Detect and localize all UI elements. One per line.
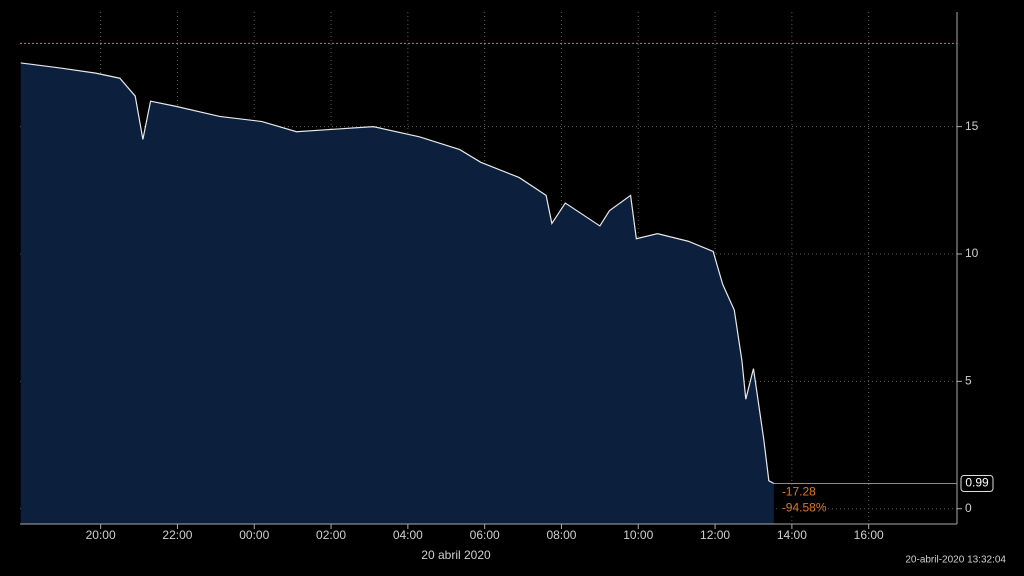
y-tick-label: 5 xyxy=(965,374,972,388)
x-tick-label: 10:00 xyxy=(623,528,653,542)
x-tick-label: 00:00 xyxy=(239,528,269,542)
change-pct-label: -94.58% xyxy=(782,501,827,515)
x-tick-label: 20:00 xyxy=(86,528,116,542)
last-value-label: 0.99 xyxy=(965,476,989,490)
timestamp: 20-abril-2020 13:32:04 xyxy=(905,555,1006,566)
price-line xyxy=(20,62,775,485)
change-label: -17.28 xyxy=(782,485,816,499)
y-tick-label: 15 xyxy=(965,119,979,133)
y-tick-label: 0 xyxy=(965,501,972,515)
x-tick-label: 04:00 xyxy=(393,528,423,542)
date-label: 20 abril 2020 xyxy=(421,548,491,562)
change-box xyxy=(777,485,828,516)
x-tick-label: 02:00 xyxy=(316,528,346,542)
x-tick-label: 06:00 xyxy=(470,528,500,542)
x-tick-label: 22:00 xyxy=(162,528,192,542)
last-value-box xyxy=(960,474,994,492)
x-tick-label: 14:00 xyxy=(777,528,807,542)
x-tick-label: 16:00 xyxy=(854,528,884,542)
area xyxy=(20,62,774,524)
y-tick-label: 10 xyxy=(965,246,979,260)
x-tick-label: 12:00 xyxy=(700,528,730,542)
x-tick-label: 08:00 xyxy=(546,528,576,542)
